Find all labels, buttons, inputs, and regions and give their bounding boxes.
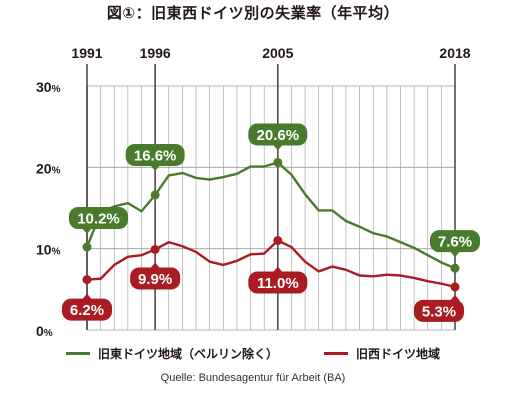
legend: 旧東ドイツ地域（ベルリン除く） 旧西ドイツ地域 [66, 343, 506, 365]
y-tick-label: 20% [36, 160, 61, 176]
x-tick-label: 2005 [262, 45, 293, 61]
annotation-pointer [450, 251, 460, 258]
y-tick-label: 0% [36, 323, 53, 339]
x-tick-label: 2018 [439, 45, 470, 61]
annotation-bubble [248, 271, 308, 294]
annotation-bubble [69, 207, 128, 230]
annotation-bubble [414, 299, 464, 322]
annotation-bubble [62, 298, 112, 321]
legend-swatch-east [66, 352, 90, 355]
series-line-west [86, 239, 456, 289]
y-tick-label: 30% [36, 79, 61, 95]
annotation-pointer [272, 144, 283, 151]
annotation-pointer [272, 266, 283, 273]
legend-item-west: 旧西ドイツ地域 [324, 345, 440, 362]
data-label: 10.2% [77, 211, 120, 228]
data-point [150, 244, 160, 254]
data-label: 6.2% [70, 302, 104, 319]
source-note: Quelle: Bundesagentur für Arbeit (BA) [160, 372, 346, 384]
annotation-pointer [150, 164, 161, 171]
legend-item-east: 旧東ドイツ地域（ベルリン除く） [66, 345, 278, 362]
y-tick-label: 10% [36, 242, 61, 258]
legend-label-west: 旧西ドイツ地域 [356, 347, 441, 361]
data-point [82, 242, 92, 252]
x-tick-label: 1996 [140, 45, 171, 61]
x-tick-label: 1991 [71, 45, 102, 61]
chart-title: 図①：旧東西ドイツ別の失業率（年平均） [106, 4, 400, 22]
annotation-bubble [248, 123, 308, 146]
legend-swatch-west [324, 352, 348, 355]
data-point [82, 275, 92, 285]
data-point [450, 282, 460, 292]
annotation-bubble [430, 230, 480, 253]
data-point [150, 190, 160, 200]
data-label: 9.9% [138, 271, 172, 288]
annotation-bubble [130, 267, 181, 290]
annotation-pointer [450, 294, 460, 301]
data-point [273, 157, 283, 167]
line-chart: 1991 1996 2005 2018 0% 10% 20% 30% 10.2% 16.6% 20.… [36, 45, 480, 339]
data-label: 5.3% [422, 303, 456, 320]
data-label: 16.6% [134, 147, 177, 164]
series-line-east [85, 161, 456, 270]
annotation-pointer [82, 228, 92, 235]
data-label: 20.6% [257, 127, 300, 144]
legend-label-east: 旧東ドイツ地域（ベルリン除く） [98, 347, 279, 361]
data-label: 11.0% [257, 275, 299, 292]
annotation-pointer [82, 293, 92, 300]
annotation-pointer [150, 262, 161, 269]
annotation-bubble [125, 143, 185, 166]
data-label: 7.6% [438, 234, 472, 251]
data-point [273, 236, 283, 246]
data-point [450, 263, 460, 273]
